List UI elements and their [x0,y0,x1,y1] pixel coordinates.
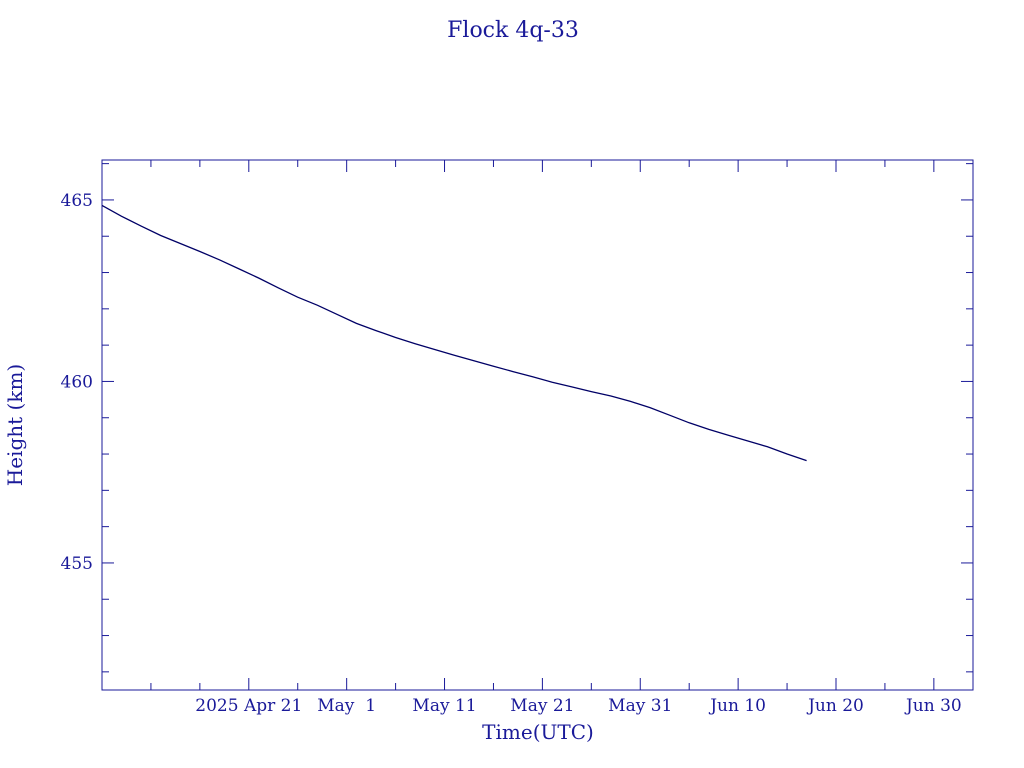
x-tick-label: 2025 Apr 21 [195,696,302,716]
y-tick-label: 465 [61,191,93,211]
x-tick-label: Jun 20 [806,696,864,716]
x-tick-label: Jun 10 [708,696,766,716]
plot-frame [101,159,974,691]
x-tick-label: May 31 [608,696,672,716]
x-tick-label: May 21 [510,696,574,716]
y-axis-title: Height (km) [3,364,27,486]
chart-title: Flock 4q-33 [447,18,579,43]
y-axis: 455 460 465 [61,163,973,673]
x-axis-title: Time(UTC) [482,720,594,744]
x-tick-label: Jun 30 [904,696,962,716]
x-axis: 2025 Apr 21 May 1 May 11 May 21 May 31 Jun 10… [150,160,962,716]
y-tick-label: 455 [61,554,93,574]
y-tick-label: 460 [61,372,93,392]
x-tick-label: May 1 [317,696,376,716]
series-line [101,204,807,462]
x-tick-label: May 11 [412,696,476,716]
